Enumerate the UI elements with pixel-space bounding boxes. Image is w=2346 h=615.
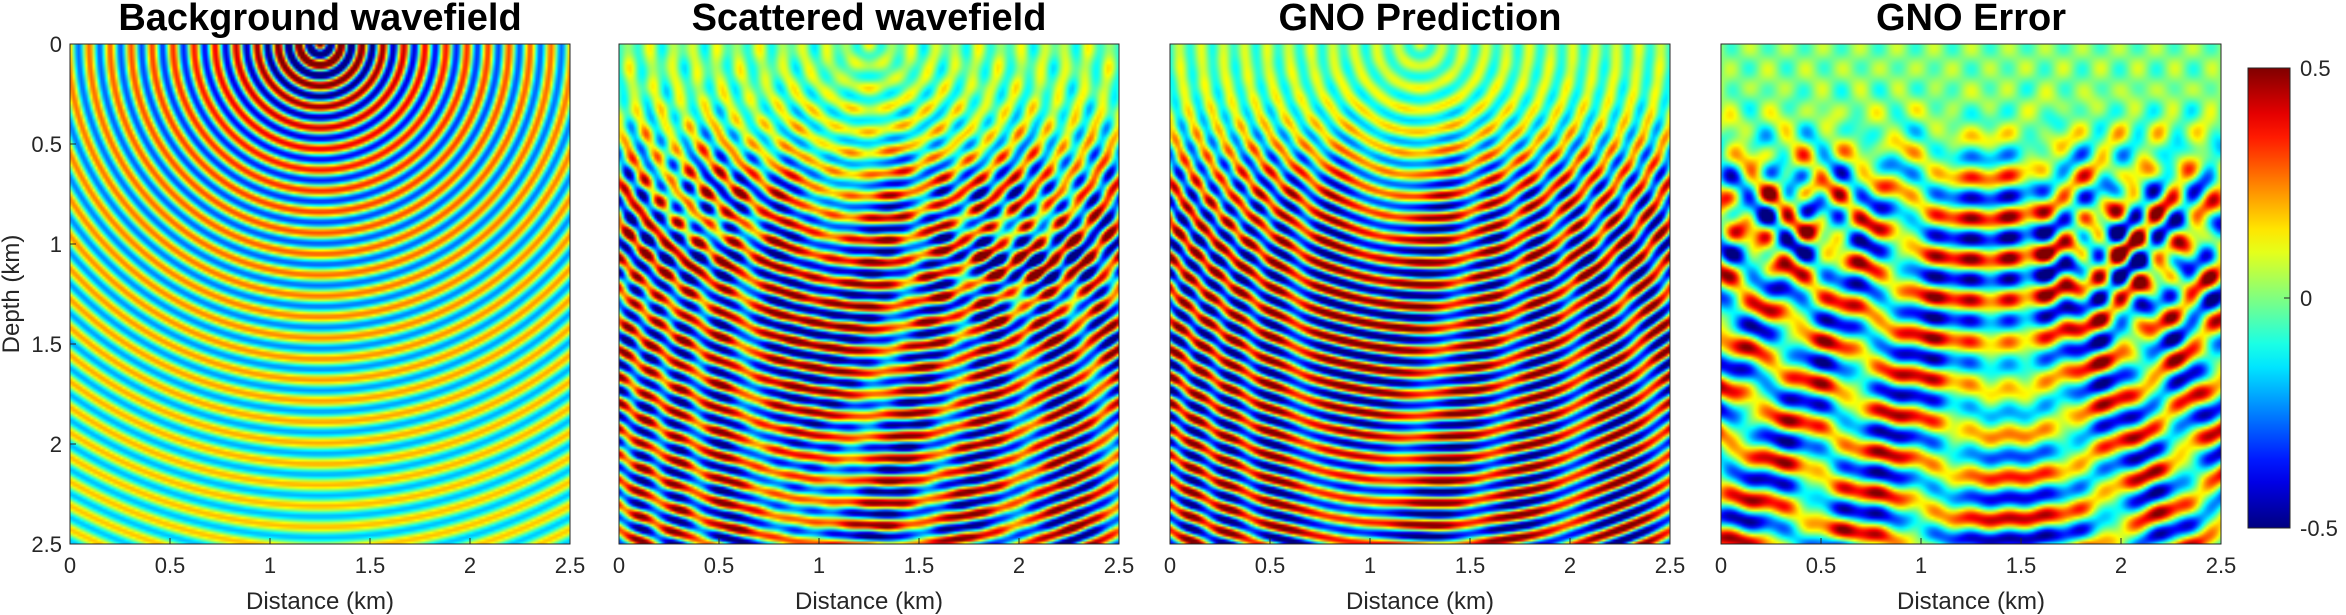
wavefield-image [70, 44, 570, 544]
x-tick-label: 0.5 [1255, 553, 1286, 578]
x-tick-label: 2 [2115, 553, 2127, 578]
x-tick-label: 1 [813, 553, 825, 578]
y-tick-label: 2 [50, 432, 62, 457]
panel-background: Background wavefield 0 0.5 1 1.5 2 2.5 Distance… [0, 0, 585, 615]
wavefield-image [619, 44, 1119, 544]
y-tick-label: 0 [50, 32, 62, 57]
x-tick-label: 2 [464, 553, 476, 578]
x-tick-label: 2.5 [1655, 553, 1686, 578]
x-tick-label: 0 [613, 553, 625, 578]
x-tick-label: 1 [1915, 553, 1927, 578]
axes-frame [1720, 43, 2222, 545]
colorbar-tick-label: 0 [2300, 286, 2312, 311]
x-tick-label: 2 [1013, 553, 1025, 578]
axes-frame [69, 43, 571, 545]
x-axis-label: Distance (km) [246, 588, 394, 615]
panels-layer: Background wavefield 0 0.5 1 1.5 2 2.5 Distance… [0, 0, 2236, 615]
wavefield-image [1170, 44, 1670, 544]
colorbar-gradient [2247, 67, 2291, 529]
x-tick-label: 0 [1715, 553, 1727, 578]
x-tick-label: 1 [264, 553, 276, 578]
y-tick-label: 1 [50, 232, 62, 257]
y-axis-label: Depth (km) [0, 235, 25, 354]
wavefield-image [1721, 44, 2221, 544]
panel-error: GNO Error 0 0.5 1 1.5 2 2.5 Distance (km) [1715, 0, 2236, 615]
x-tick-label: 2 [1564, 553, 1576, 578]
panel-title: Background wavefield [118, 0, 521, 39]
x-tick-label: 2.5 [2206, 553, 2237, 578]
y-tick-label: 0.5 [31, 132, 62, 157]
x-tick-label: 1.5 [904, 553, 935, 578]
x-tick-label: 0.5 [155, 553, 186, 578]
x-tick-label: 1.5 [2006, 553, 2037, 578]
x-tick-label: 2.5 [555, 553, 586, 578]
x-axis-label: Distance (km) [1897, 588, 2045, 615]
panel-title: GNO Error [1876, 0, 2066, 39]
x-tick-label: 0 [1164, 553, 1176, 578]
colorbar-tick-label: -0.5 [2300, 516, 2338, 541]
y-tick-label: 2.5 [31, 532, 62, 557]
axes-frame [1169, 43, 1671, 545]
axes-frame [618, 43, 1120, 545]
y-tick-label: 1.5 [31, 332, 62, 357]
x-tick-label: 1.5 [355, 553, 386, 578]
panel-prediction: GNO Prediction 0 0.5 1 1.5 2 2.5 Distance (km) [1164, 0, 1685, 615]
panel-scattered: Scattered wavefield 0 0.5 1 1.5 2 2.5 Distance … [613, 0, 1134, 615]
panel-title: Scattered wavefield [692, 0, 1047, 39]
x-tick-label: 0.5 [1806, 553, 1837, 578]
x-axis-label: Distance (km) [1346, 588, 1494, 615]
x-axis-label: Distance (km) [795, 588, 943, 615]
x-tick-label: 2.5 [1104, 553, 1135, 578]
x-tick-label: 1.5 [1455, 553, 1486, 578]
x-tick-label: 0.5 [704, 553, 735, 578]
x-tick-label: 1 [1364, 553, 1376, 578]
x-tick-label: 0 [64, 553, 76, 578]
colorbar-tick-label: 0.5 [2300, 56, 2331, 81]
panel-title: GNO Prediction [1279, 0, 1562, 39]
colorbar: 0.5 0 -0.5 [2247, 56, 2338, 541]
